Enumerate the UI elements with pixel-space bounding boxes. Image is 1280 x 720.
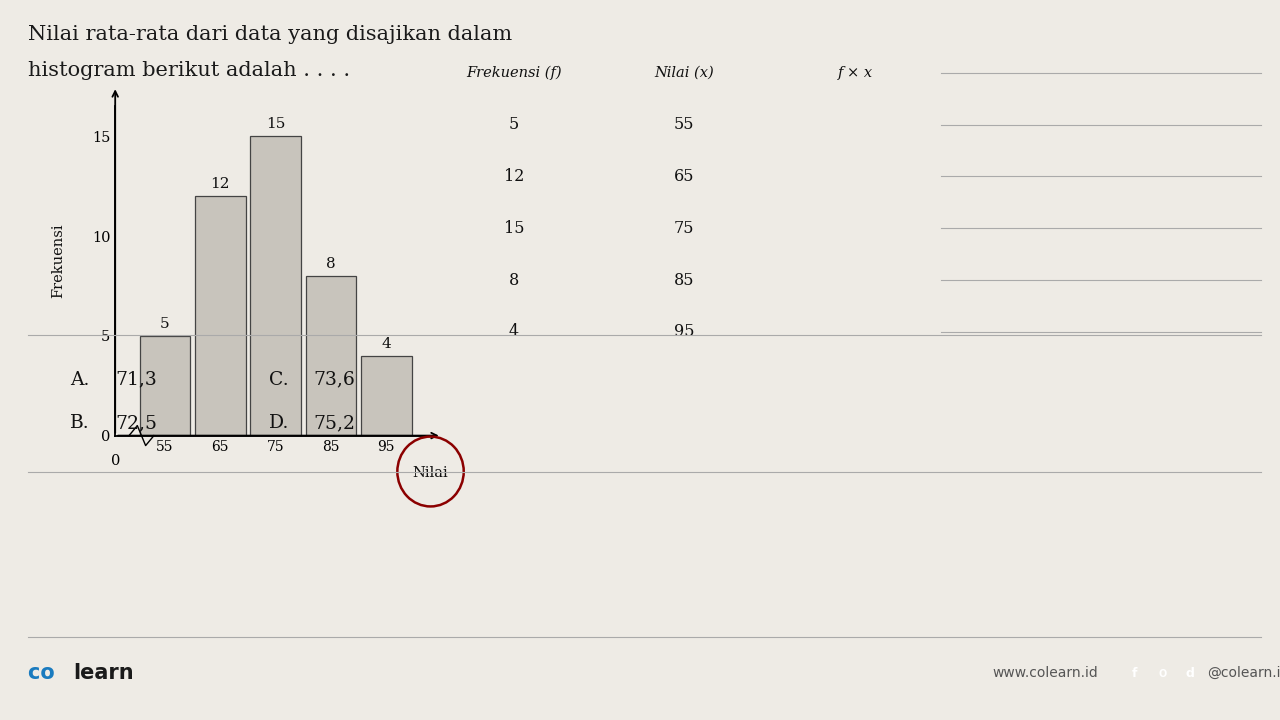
Text: C.: C.	[269, 371, 288, 389]
Text: 85: 85	[673, 271, 695, 289]
Text: co: co	[28, 663, 63, 683]
Text: B.: B.	[70, 414, 90, 432]
Text: @colearn.id: @colearn.id	[1207, 666, 1280, 680]
Text: 0: 0	[110, 454, 120, 467]
Text: 71,3: 71,3	[115, 371, 157, 389]
Text: Nilai (x): Nilai (x)	[654, 66, 714, 80]
Text: 12: 12	[211, 177, 230, 191]
Text: f × x: f × x	[837, 66, 873, 80]
Text: Nilai: Nilai	[412, 466, 448, 480]
Text: 8: 8	[326, 257, 335, 271]
Bar	[250, 136, 301, 436]
Text: f: f	[1132, 667, 1137, 680]
Text: 4: 4	[381, 337, 392, 351]
Bar	[140, 336, 191, 436]
Text: O: O	[1158, 669, 1166, 679]
Bar	[361, 356, 412, 436]
Text: 55: 55	[673, 116, 695, 133]
Text: Frekuensi (f): Frekuensi (f)	[466, 66, 562, 80]
Text: 72,5: 72,5	[115, 414, 157, 432]
Bar	[306, 276, 356, 436]
Text: 5: 5	[160, 317, 170, 330]
Text: Frekuensi: Frekuensi	[51, 224, 65, 298]
Text: 8: 8	[508, 271, 520, 289]
Text: www.colearn.id: www.colearn.id	[992, 666, 1098, 680]
Text: 73,6: 73,6	[314, 371, 356, 389]
Text: 75: 75	[673, 220, 695, 237]
Bar	[195, 196, 246, 436]
Text: learn: learn	[73, 663, 133, 683]
Text: D.: D.	[269, 414, 289, 432]
Text: 15: 15	[503, 220, 525, 237]
Text: 75,2: 75,2	[314, 414, 356, 432]
Text: histogram berikut adalah . . . .: histogram berikut adalah . . . .	[28, 61, 351, 80]
Text: 95: 95	[673, 323, 695, 341]
Text: 5: 5	[508, 116, 520, 133]
Text: 15: 15	[266, 117, 285, 131]
Text: d: d	[1187, 667, 1194, 680]
Text: Nilai rata-rata dari data yang disajikan dalam: Nilai rata-rata dari data yang disajikan…	[28, 25, 512, 44]
Text: 4: 4	[509, 323, 518, 341]
Text: 12: 12	[504, 168, 524, 185]
Text: 65: 65	[673, 168, 695, 185]
Text: A.: A.	[70, 371, 90, 389]
